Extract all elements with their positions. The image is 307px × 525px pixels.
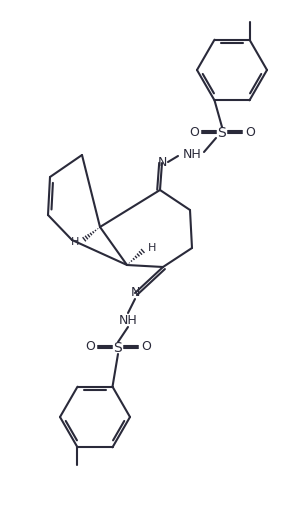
Text: O: O: [141, 341, 151, 353]
Text: O: O: [189, 125, 199, 139]
Text: NH: NH: [119, 313, 137, 327]
Text: O: O: [245, 125, 255, 139]
Text: S: S: [114, 341, 122, 355]
Text: N: N: [130, 287, 140, 299]
Text: NH: NH: [183, 149, 201, 162]
Text: S: S: [218, 126, 226, 140]
Text: O: O: [85, 341, 95, 353]
Text: H: H: [148, 243, 156, 253]
Text: N: N: [157, 156, 167, 170]
Text: H: H: [71, 237, 79, 247]
